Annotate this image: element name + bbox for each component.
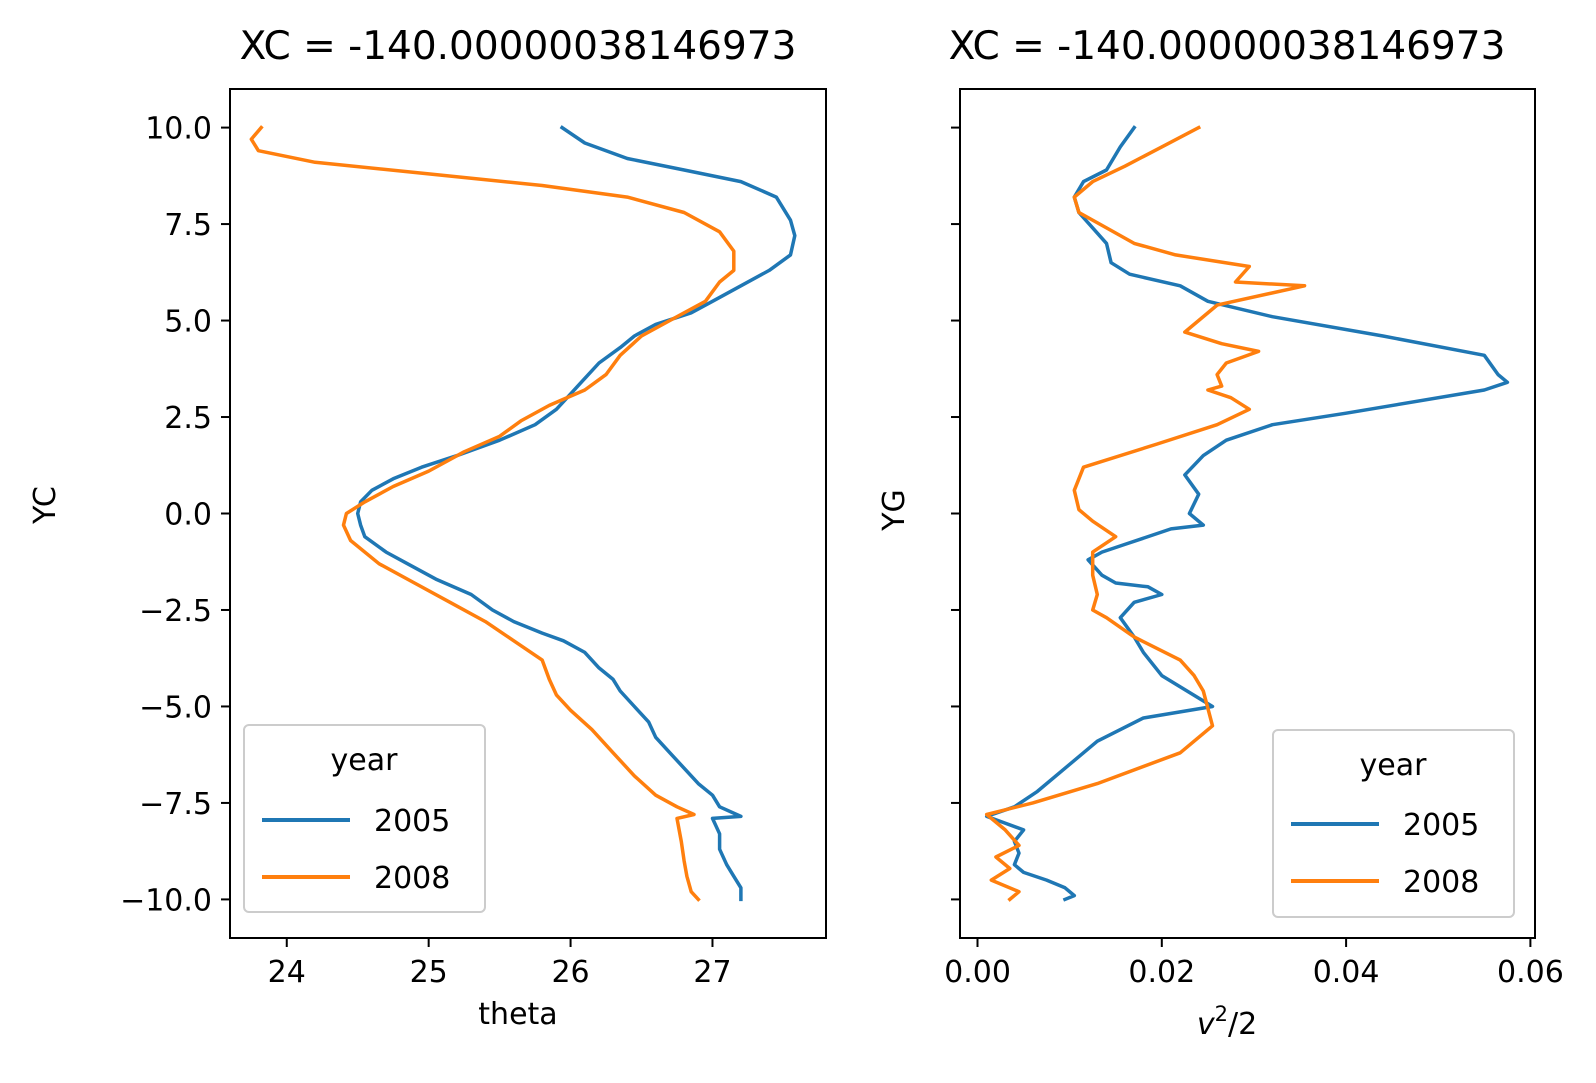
left-x-tick-label: 25 — [410, 955, 448, 990]
right-x-tick-label: 0.04 — [1313, 955, 1380, 990]
left-y-tick-label: −10.0 — [120, 883, 212, 918]
right-legend-2005-label: 2005 — [1403, 808, 1479, 843]
right-x-axis-label: v2/2 — [1197, 1002, 1257, 1042]
right-x-tick-label: 0.02 — [1128, 955, 1195, 990]
right-x-tick-label: 0.00 — [944, 955, 1011, 990]
right-legend: year 2005 2008 — [1272, 729, 1515, 918]
left-series-line-2005 — [355, 125, 797, 902]
left-legend-box — [243, 724, 486, 913]
left-y-tick-label: −2.5 — [139, 594, 212, 629]
left-legend-title: year — [331, 743, 399, 778]
right-series-line-2008 — [984, 125, 1307, 902]
left-y-tick-label: 7.5 — [164, 208, 212, 243]
left-y-tick-label: 5.0 — [164, 305, 212, 340]
left-y-tick-label: −7.5 — [139, 787, 212, 822]
left-x-tick-label: 26 — [551, 955, 589, 990]
left-legend-2008-label: 2008 — [374, 861, 450, 896]
right-legend-box — [1272, 729, 1515, 918]
right-chart-title: XC = -140.00000038146973 — [949, 24, 1506, 69]
right-legend-2008-label: 2008 — [1403, 865, 1479, 900]
left-y-axis-label: YC — [28, 486, 63, 525]
left-y-tick-label: −5.0 — [139, 690, 212, 725]
left-y-tick-label: 0.0 — [164, 498, 212, 533]
left-x-axis-label: theta — [478, 997, 557, 1032]
left-series-line-2008 — [249, 125, 736, 902]
right-x-axis-label-rest: /2 — [1228, 1007, 1257, 1042]
right-x-tick-label: 0.06 — [1497, 955, 1564, 990]
right-x-axis-label-v: v — [1197, 1007, 1216, 1042]
right-x-axis-label-exponent: 2 — [1215, 1002, 1228, 1026]
left-x-tick-label: 24 — [268, 955, 306, 990]
left-y-tick-label: 10.0 — [145, 112, 212, 147]
left-legend-2005-label: 2005 — [374, 804, 450, 839]
left-y-tick-label: 2.5 — [164, 401, 212, 436]
right-y-axis-label: YG — [877, 489, 912, 532]
right-legend-title: year — [1360, 748, 1428, 783]
left-x-tick-label: 27 — [693, 955, 731, 990]
left-plot-area: 24 25 26 27 10.0 7.5 5.0 2.5 0.0 −2.5 −5.0 −7.5 −10.… — [120, 88, 827, 990]
left-chart-title: XC = -140.00000038146973 — [240, 24, 797, 69]
chart-velocity-profile: XC = -140.00000038146973 0.00 0.02 0.04 0.0… — [877, 24, 1564, 1042]
left-legend: year 2005 2008 — [243, 724, 486, 913]
chart-theta-profile: XC = -140.00000038146973 24 25 26 27 10.0 7.5… — [28, 24, 827, 1032]
right-plot-area: 0.00 0.02 0.04 0.06 — [944, 88, 1564, 990]
